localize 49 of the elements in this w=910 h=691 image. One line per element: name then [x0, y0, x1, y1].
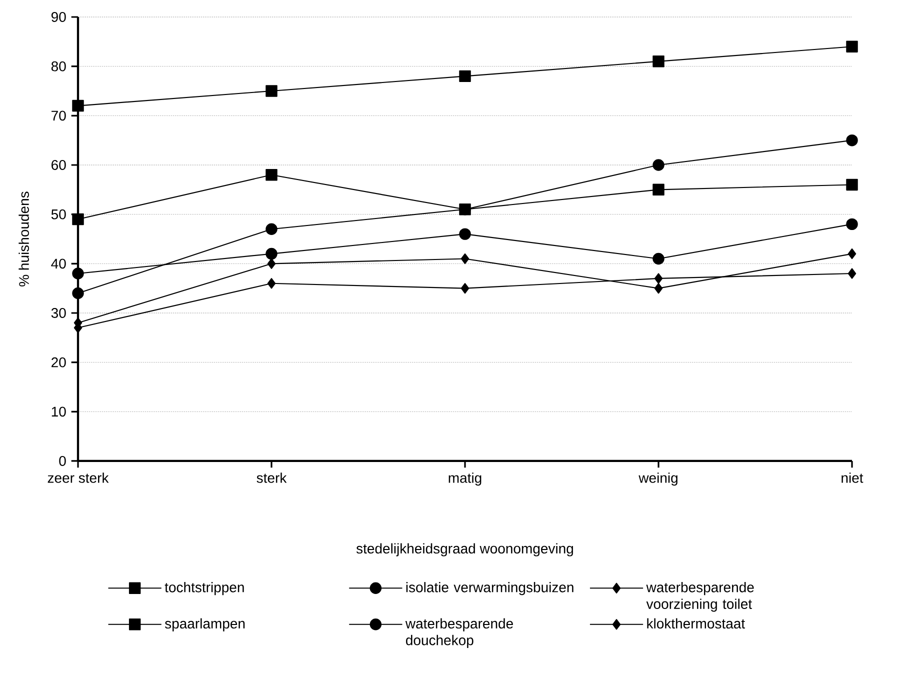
point	[266, 223, 278, 235]
y-tick-label: 0	[59, 456, 66, 466]
point	[846, 40, 858, 52]
y-tick-label: 60	[52, 160, 66, 170]
y-tick-label: 20	[52, 357, 66, 368]
point	[459, 228, 471, 240]
point	[652, 159, 664, 171]
x-tick-label: zeer sterk	[48, 472, 109, 483]
point	[654, 273, 663, 284]
legend-label: spaarlampen	[164, 618, 245, 632]
y-axis-title: % huishoudens	[18, 192, 29, 286]
point	[654, 282, 663, 294]
point	[460, 253, 470, 264]
point	[459, 204, 471, 216]
point	[266, 85, 278, 97]
y-tick-label: 30	[51, 308, 66, 318]
point	[267, 278, 276, 289]
legend-label: waterbesparende douchekop	[405, 618, 513, 648]
y-tick-label: 80	[51, 61, 66, 72]
y-tick-label: 50	[51, 209, 66, 220]
y-tick-label: 10	[52, 406, 66, 417]
point	[846, 218, 858, 230]
point	[652, 184, 664, 196]
point	[72, 287, 84, 300]
x-axis-title: stedelijkheidsgraad woonomgeving	[356, 543, 573, 556]
x-tick-label: matig	[448, 472, 482, 486]
x-tick-label: sterk	[256, 472, 287, 483]
legend-label: isolatie verwarmingsbuizen	[406, 582, 574, 596]
point	[72, 213, 84, 226]
point	[459, 70, 471, 82]
point	[267, 258, 276, 269]
point	[848, 268, 856, 279]
point	[72, 268, 84, 280]
y-tick-label: 90	[51, 12, 66, 22]
x-tick-label: niet	[842, 472, 864, 483]
point	[266, 168, 278, 181]
point	[266, 248, 278, 260]
y-tick-label: 70	[52, 110, 66, 121]
y-tick-label: 40	[51, 258, 66, 269]
point	[846, 178, 858, 191]
point	[848, 248, 856, 260]
point	[652, 252, 664, 265]
x-tick-label: weinig	[638, 472, 678, 486]
legend-label: klokthermostaat	[647, 618, 745, 629]
point	[460, 282, 470, 294]
point	[72, 100, 84, 112]
point	[652, 56, 664, 68]
legend-label: tochtstrippen	[164, 582, 244, 596]
point	[846, 134, 858, 146]
